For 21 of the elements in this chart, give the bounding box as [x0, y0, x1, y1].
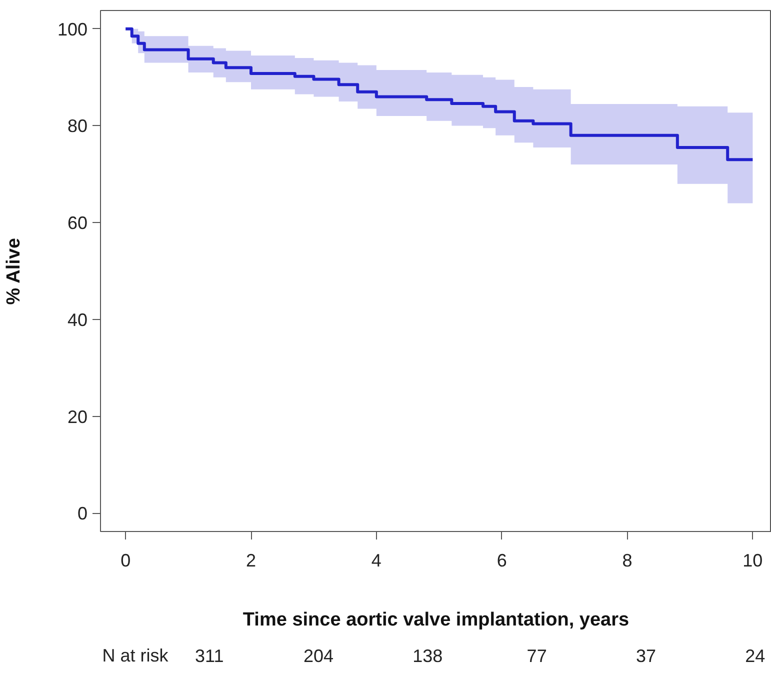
text: N at risk — [102, 646, 170, 666]
text: 138 — [412, 646, 443, 666]
x-axis-title: Time since aortic valve implantation, years — [242, 610, 630, 630]
text: 77 — [526, 646, 547, 666]
y-tick-label: 60 — [67, 213, 88, 234]
text: 37 — [636, 646, 656, 666]
y-tick-label: 80 — [67, 116, 88, 136]
y-tick-label: 40 — [67, 310, 88, 330]
x-tick-label: 4 — [371, 550, 382, 570]
text: 311 — [195, 646, 224, 666]
y-tick-label: 20 — [67, 406, 88, 427]
y-tick-label: 100 — [57, 19, 88, 40]
x-tick-label: 8 — [622, 550, 632, 570]
y-tick-label: 0 — [77, 504, 88, 524]
x-tick-label: 2 — [246, 550, 256, 570]
x-tick-label: 10 — [742, 550, 763, 570]
x-tick-label: 0 — [120, 550, 131, 570]
x-tick-label: 6 — [496, 550, 507, 570]
text: 204 — [304, 646, 334, 666]
text: 24 — [745, 646, 766, 666]
y-axis-title: % Alive — [3, 238, 24, 305]
